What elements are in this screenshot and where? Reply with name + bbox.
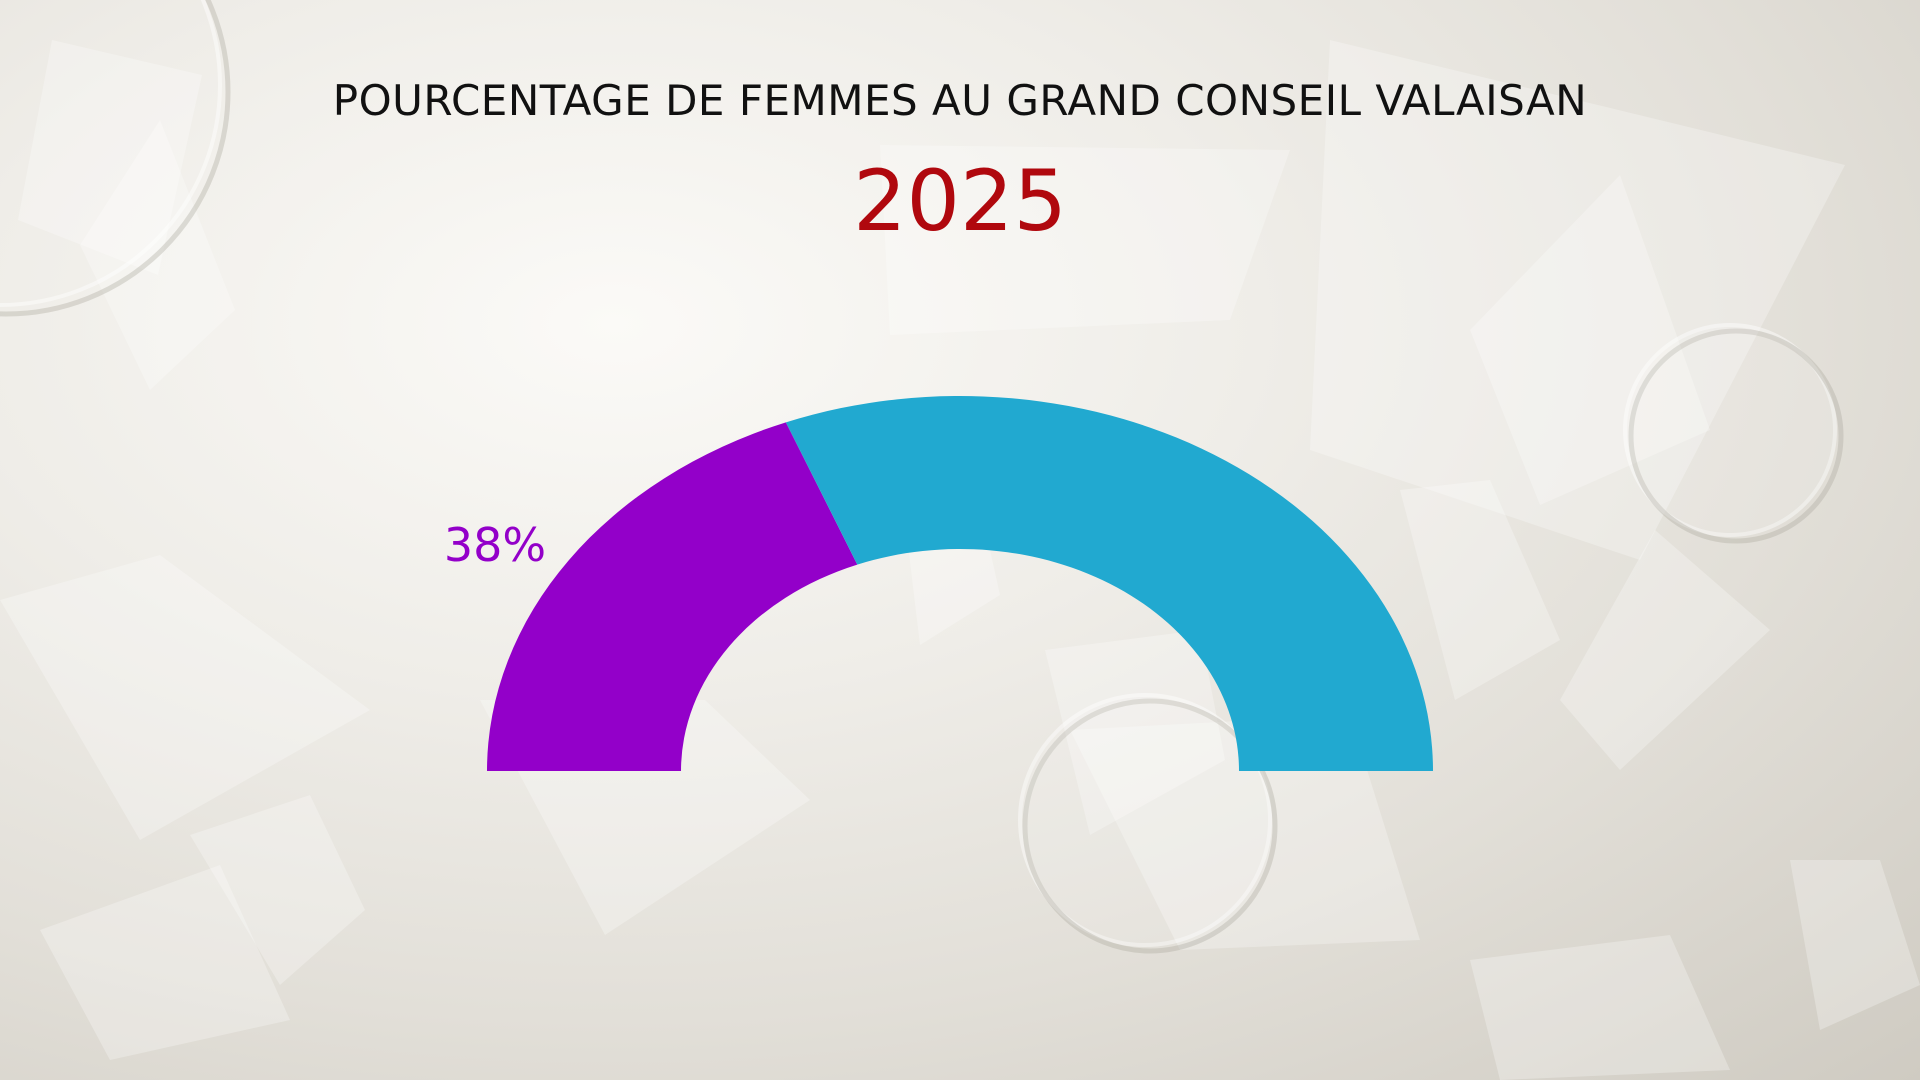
chart-title: POURCENTAGE DE FEMMES AU GRAND CONSEIL V… [332, 76, 1588, 125]
gauge-segment-0 [487, 422, 858, 771]
chart-subtitle-year: 2025 [853, 152, 1067, 250]
gauge-segment-1 [785, 396, 1433, 771]
gauge-value-label-0: 38% [444, 518, 546, 572]
